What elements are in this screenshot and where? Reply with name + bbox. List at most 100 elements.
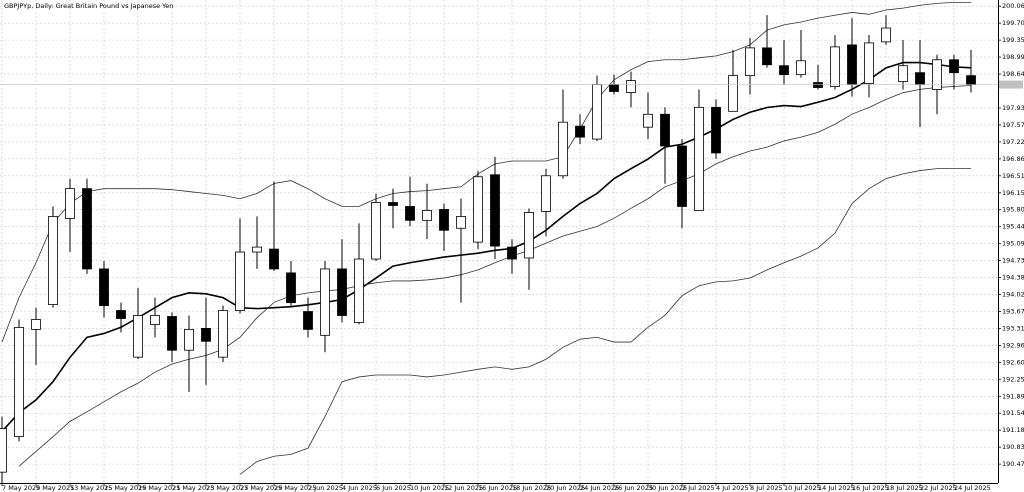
candle-body-down xyxy=(303,311,313,330)
x-tick-label: 24 Jul 2025 xyxy=(954,484,991,492)
candle-body-down xyxy=(490,174,500,247)
candle-body-up xyxy=(626,80,636,93)
y-tick-label: 193.670 xyxy=(1002,307,1024,315)
candle-body-up xyxy=(796,60,806,76)
candle-body-up xyxy=(252,246,262,253)
candle-body-down xyxy=(167,316,177,351)
y-tick-label: 196.155 xyxy=(1002,189,1024,197)
candle-body-up xyxy=(830,46,840,87)
x-tick-label: 6 Jun 2025 xyxy=(376,484,411,492)
candle-body-up xyxy=(456,216,466,229)
band-line xyxy=(1,1,971,343)
x-tick-label: 24 Jun 2025 xyxy=(580,484,619,492)
y-tick-label: 191.540 xyxy=(1002,409,1024,417)
candle-body-down xyxy=(660,113,670,147)
x-tick-label: 10 Jun 2025 xyxy=(410,484,449,492)
x-tick-label: 21 May 2025 xyxy=(172,484,214,492)
x-tick-label: 7 May 2025 xyxy=(2,484,40,492)
x-tick-label: 30 Jun 2025 xyxy=(648,484,687,492)
x-tick-label: 18 Jul 2025 xyxy=(886,484,923,492)
candle-body-down xyxy=(388,202,398,206)
y-tick-label: 195.800 xyxy=(1002,206,1024,214)
y-tick-label: 192.960 xyxy=(1002,341,1024,349)
candle-body-up xyxy=(524,212,534,259)
candle-body-up xyxy=(133,315,143,358)
x-tick-label: 2 Jun 2025 xyxy=(308,484,343,492)
candle-body-down xyxy=(286,272,296,304)
x-tick-label: 14 Jul 2025 xyxy=(818,484,855,492)
candle-body-down xyxy=(82,188,92,270)
current-price-box xyxy=(999,80,1023,89)
candle-body-up xyxy=(354,258,364,323)
x-tick-label: 9 May 2025 xyxy=(36,484,74,492)
y-tick-label: 193.315 xyxy=(1002,324,1024,332)
candle-body-down xyxy=(677,145,687,207)
candle-body-up xyxy=(320,268,330,336)
candle-body-up xyxy=(371,202,381,260)
candle-body-up xyxy=(932,59,942,90)
y-tick-label: 192.605 xyxy=(1002,358,1024,366)
y-tick-label: 195.445 xyxy=(1002,223,1024,231)
x-tick-label: 23 May 2025 xyxy=(206,484,248,492)
candle-body-down xyxy=(439,209,449,231)
candle-body-down xyxy=(116,310,126,319)
y-tick-label: 200.060 xyxy=(1002,2,1024,10)
candle-body-down xyxy=(966,75,976,85)
candle-body-up xyxy=(422,210,432,221)
x-tick-label: 16 Jun 2025 xyxy=(478,484,517,492)
y-tick-label: 190.830 xyxy=(1002,443,1024,451)
y-tick-label: 199.705 xyxy=(1002,19,1024,27)
y-tick-label: 199.35 xyxy=(1002,36,1024,44)
candle-body-down xyxy=(813,82,823,88)
candle-body-up xyxy=(898,65,908,82)
candle-body-down xyxy=(337,268,347,316)
candle-body-down xyxy=(915,72,925,85)
candle-body-up xyxy=(864,42,874,84)
x-tick-label: 18 Jun 2025 xyxy=(512,484,551,492)
y-tick-label: 198.640 xyxy=(1002,70,1024,78)
candle-body-up xyxy=(31,319,41,330)
x-tick-label: 29 May 2025 xyxy=(274,484,316,492)
candle-body-up xyxy=(473,176,483,243)
candle-body-up xyxy=(745,47,755,77)
x-tick-label: 15 May 2025 xyxy=(104,484,146,492)
y-tick-label: 190.475 xyxy=(1002,460,1024,468)
x-tick-label: 19 May 2025 xyxy=(138,484,180,492)
candle-body-up xyxy=(184,329,194,351)
y-tick-label: 191.895 xyxy=(1002,392,1024,400)
x-tick-label: 10 Jul 2025 xyxy=(784,484,821,492)
y-tick-label: 192.250 xyxy=(1002,375,1024,383)
candle-body-up xyxy=(218,310,228,358)
y-tick-label: 198.995 xyxy=(1002,53,1024,61)
candle-body-up xyxy=(643,113,653,128)
candle-body-up xyxy=(0,428,7,473)
x-tick-label: 26 Jun 2025 xyxy=(614,484,653,492)
candle-body-down xyxy=(779,65,789,76)
y-tick-label: 194.380 xyxy=(1002,274,1024,282)
candle-body-down xyxy=(99,268,109,307)
y-tick-label: 197.22 xyxy=(1002,138,1024,146)
candle-body-down xyxy=(405,206,415,221)
y-tick-label: 195.090 xyxy=(1002,240,1024,248)
y-tick-label: 197.930 xyxy=(1002,104,1024,112)
candle-body-up xyxy=(65,188,75,219)
moving-average-line xyxy=(1,61,972,432)
band-line xyxy=(18,85,972,467)
x-tick-label: 22 Jul 2025 xyxy=(920,484,957,492)
x-tick-label: 20 Jun 2025 xyxy=(546,484,585,492)
candle-body-down xyxy=(847,44,857,85)
candle-body-up xyxy=(541,175,551,212)
x-tick-label: 2 Jul 2025 xyxy=(682,484,715,492)
candle-body-up xyxy=(558,121,568,177)
candle-body-up xyxy=(48,216,58,306)
y-tick-label: 196.510 xyxy=(1002,172,1024,180)
candle-body-down xyxy=(949,59,959,74)
x-tick-label: 4 Jul 2025 xyxy=(716,484,749,492)
candle-body-up xyxy=(150,315,160,325)
candle-body-up xyxy=(694,106,704,211)
candle-body-up xyxy=(592,84,602,140)
chart-title: GBPJPYp, Daily: Great Britain Pound vs J… xyxy=(4,2,173,10)
x-tick-label: 27 May 2025 xyxy=(240,484,282,492)
y-tick-label: 194.025 xyxy=(1002,291,1024,299)
